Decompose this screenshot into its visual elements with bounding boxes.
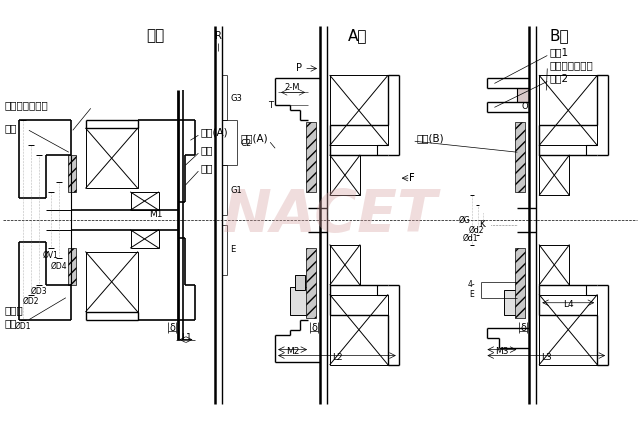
Text: ØD4: ØD4 (51, 261, 67, 270)
Bar (131, 192, 159, 210)
Text: 隔套1: 隔套1 (549, 48, 568, 58)
Text: T: T (268, 101, 273, 110)
Bar (540, 295, 597, 365)
Text: G3: G3 (230, 94, 242, 103)
Bar (295, 275, 305, 290)
Text: ØD1: ØD1 (15, 322, 31, 331)
Bar (540, 245, 569, 285)
Text: F: F (409, 173, 414, 183)
Bar (515, 122, 525, 192)
Text: ØD2: ØD2 (22, 297, 39, 306)
Text: 弹簧片: 弹簧片 (4, 305, 23, 315)
Text: 法兰(A): 法兰(A) (241, 133, 268, 143)
Text: 基型: 基型 (147, 28, 164, 43)
Bar (86, 252, 138, 312)
Text: P: P (296, 63, 302, 73)
Text: O: O (521, 102, 527, 111)
Bar (306, 248, 316, 318)
Text: L2: L2 (332, 353, 342, 362)
Text: M3: M3 (495, 347, 509, 356)
Text: B型: B型 (549, 28, 569, 43)
Text: ØV1: ØV1 (43, 250, 59, 260)
Bar (330, 295, 388, 365)
Text: A型: A型 (348, 28, 367, 43)
Text: E: E (230, 246, 236, 254)
Bar (68, 155, 76, 192)
Text: F: F (409, 173, 414, 183)
Bar (290, 287, 308, 315)
Text: 磁轭上的止转片: 磁轭上的止转片 (549, 60, 593, 70)
Bar (330, 75, 388, 145)
Text: 法兰(A): 法兰(A) (200, 127, 228, 137)
Text: NACET: NACET (223, 187, 437, 243)
Text: 2-M: 2-M (284, 83, 300, 92)
Text: L3: L3 (541, 353, 552, 362)
Text: M2: M2 (286, 347, 300, 356)
Text: ØD3: ØD3 (31, 287, 47, 296)
Text: 衔铁: 衔铁 (4, 318, 17, 328)
Bar (504, 290, 520, 315)
Text: L1: L1 (182, 333, 192, 342)
Text: 4-
E: 4- E (468, 280, 476, 300)
Bar (330, 155, 360, 195)
Text: 法兰(B): 法兰(B) (417, 133, 444, 143)
Bar (131, 230, 159, 248)
Text: L4: L4 (563, 300, 573, 309)
Text: Ød1: Ød1 (463, 234, 478, 242)
Text: M1: M1 (148, 209, 163, 219)
Text: Ød2: Ød2 (468, 225, 484, 235)
Bar (540, 75, 597, 145)
Text: G1: G1 (230, 186, 242, 194)
Bar (306, 122, 316, 192)
Bar (515, 248, 525, 318)
Bar (330, 245, 360, 285)
Bar (517, 88, 529, 103)
Bar (86, 128, 138, 188)
Text: δ: δ (170, 323, 175, 333)
Text: 动盘上的摩擦片: 动盘上的摩擦片 (4, 100, 48, 110)
Text: R: R (215, 31, 221, 40)
Text: δ: δ (311, 323, 317, 333)
Text: ØG: ØG (459, 216, 470, 224)
Bar (540, 155, 569, 195)
Text: 隔套2: 隔套2 (549, 73, 568, 84)
Text: 磁轭: 磁轭 (200, 145, 213, 155)
Text: K: K (479, 220, 485, 230)
Text: δ: δ (520, 323, 526, 333)
Text: C2: C2 (240, 139, 252, 148)
Bar (68, 248, 76, 285)
Text: 动盘: 动盘 (200, 163, 213, 173)
Text: 铆钉: 铆钉 (4, 123, 17, 133)
